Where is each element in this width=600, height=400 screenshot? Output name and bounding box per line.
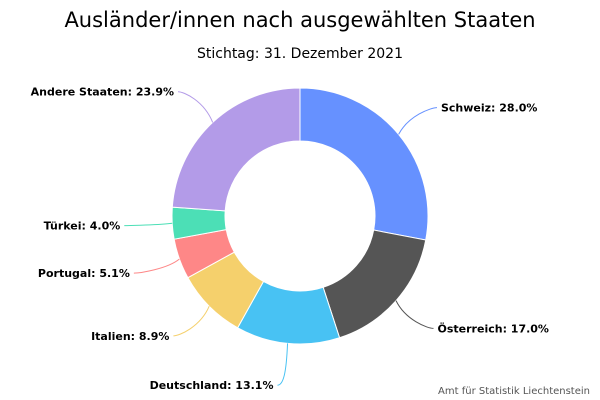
connector-portugal	[133, 258, 180, 274]
label-deutschland: Deutschland: 13.1%	[150, 379, 274, 392]
chart-credits: Amt für Statistik Liechtenstein	[438, 386, 590, 397]
labels-group: Schweiz: 28.0% Österreich: 17.0% Deutschla…	[31, 86, 549, 392]
connector-osterreich	[395, 300, 434, 329]
label-italien: Italien: 8.9%	[91, 330, 169, 343]
label-portugal: Portugal: 5.1%	[38, 267, 130, 280]
label-osterreich: Österreich: 17.0%	[438, 321, 549, 335]
slice-andere-staaten[interactable]	[171, 87, 301, 212]
connector-italien	[173, 306, 210, 337]
connector-andere-staaten	[177, 91, 214, 123]
chart-title: Ausländer/innen nach ausgewählten Staate…	[64, 8, 535, 32]
label-turkei: Türkei: 4.0%	[44, 220, 121, 233]
label-andere-staaten: Andere Staaten: 23.9%	[31, 86, 174, 99]
chart-subtitle: Stichtag: 31. Dezember 2021	[197, 46, 403, 62]
label-schweiz: Schweiz: 28.0%	[441, 102, 537, 115]
slice-osterreich[interactable]	[322, 229, 427, 339]
connectors-group	[124, 91, 438, 386]
connector-deutschland	[277, 343, 289, 386]
slices-group	[171, 87, 429, 345]
slice-schweiz[interactable]	[299, 87, 429, 241]
connector-turkei	[124, 222, 173, 227]
connector-schweiz	[398, 107, 438, 135]
